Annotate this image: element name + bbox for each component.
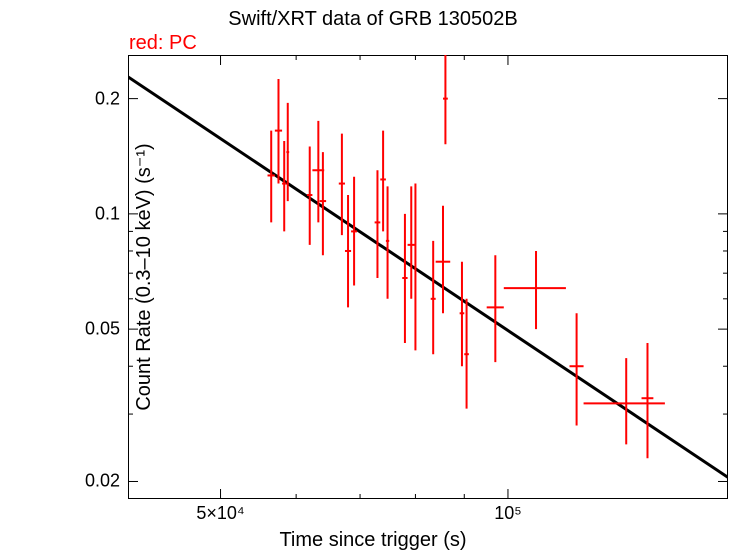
x-tick-label: 10⁵ <box>494 503 521 524</box>
y-tick-label: 0.1 <box>95 203 120 224</box>
data-points-group <box>268 55 665 458</box>
x-tick-label: 5×10⁴ <box>196 503 244 524</box>
fit-line-group <box>128 77 728 478</box>
chart-title: Swift/XRT data of GRB 130502B <box>0 8 746 31</box>
legend-pc-label: red: PC <box>129 32 197 55</box>
xrt-lightcurve-chart: Swift/XRT data of GRB 130502B red: PC Co… <box>0 0 746 558</box>
y-tick-label: 0.2 <box>95 88 120 109</box>
y-tick-label: 0.05 <box>85 319 120 340</box>
x-axis-label: Time since trigger (s) <box>0 529 746 552</box>
y-tick-label: 0.02 <box>85 471 120 492</box>
plot-svg <box>128 55 728 499</box>
